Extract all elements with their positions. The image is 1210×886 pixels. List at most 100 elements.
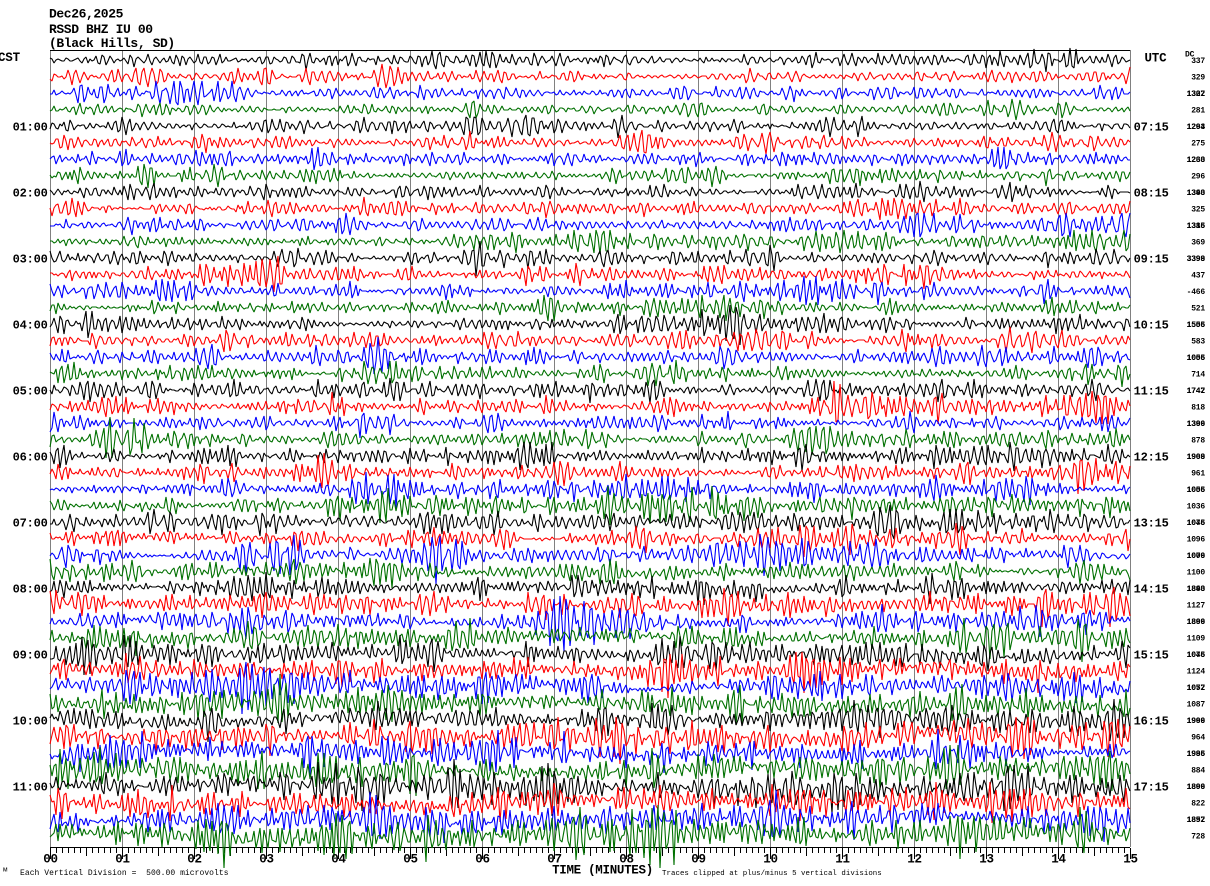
svg-text:DC: DC <box>1185 51 1195 60</box>
svg-text:1100: 1100 <box>1187 568 1206 577</box>
svg-text:13: 13 <box>979 853 993 867</box>
svg-text:3399: 3399 <box>1187 255 1206 264</box>
svg-text:07:15: 07:15 <box>1134 120 1169 134</box>
svg-text:12: 12 <box>907 853 921 867</box>
svg-text:10:00: 10:00 <box>13 714 48 728</box>
svg-text:10:15: 10:15 <box>1134 318 1169 332</box>
svg-text:1009: 1009 <box>1187 552 1206 561</box>
svg-text:1076: 1076 <box>1187 519 1206 528</box>
svg-text:1056: 1056 <box>1187 486 1206 495</box>
svg-text:1806: 1806 <box>1187 783 1206 792</box>
svg-text:15:15: 15:15 <box>1134 648 1169 662</box>
svg-text:1969: 1969 <box>1187 717 1206 726</box>
svg-text:1899: 1899 <box>1187 783 1206 792</box>
svg-text:369: 369 <box>1191 238 1205 247</box>
svg-text:04:00: 04:00 <box>13 318 48 332</box>
svg-text:09:15: 09:15 <box>1134 252 1169 266</box>
svg-text:1896: 1896 <box>1187 618 1206 627</box>
svg-text:00: 00 <box>43 853 57 867</box>
svg-text:07: 07 <box>547 853 561 867</box>
svg-text:437: 437 <box>1191 271 1205 280</box>
svg-text:Each Vertical Division = 500.: Each Vertical Division = 500.00 microvol… <box>20 869 229 878</box>
svg-text:1386: 1386 <box>1187 222 1206 231</box>
svg-text:1077: 1077 <box>1187 684 1206 693</box>
svg-text:1747: 1747 <box>1187 387 1206 396</box>
svg-text:RSSD BHZ IU 00: RSSD BHZ IU 00 <box>49 22 153 37</box>
svg-text:1857: 1857 <box>1187 816 1206 825</box>
svg-text:325: 325 <box>1191 205 1205 214</box>
svg-text:CST: CST <box>0 51 21 65</box>
svg-text:1076: 1076 <box>1187 651 1206 660</box>
svg-text:714: 714 <box>1191 370 1205 379</box>
svg-text:02:00: 02:00 <box>13 186 48 200</box>
svg-text:03:00: 03:00 <box>13 252 48 266</box>
svg-text:1087: 1087 <box>1187 700 1206 709</box>
svg-text:16:15: 16:15 <box>1134 714 1169 728</box>
svg-text:1045: 1045 <box>1187 651 1206 660</box>
svg-text:583: 583 <box>1191 337 1205 346</box>
svg-text:1340: 1340 <box>1187 189 1206 198</box>
svg-text:11:00: 11:00 <box>13 780 48 794</box>
svg-text:1056: 1056 <box>1187 354 1206 363</box>
svg-text:1869: 1869 <box>1187 618 1206 627</box>
svg-text:01: 01 <box>115 853 129 867</box>
svg-text:05: 05 <box>403 853 417 867</box>
svg-text:521: 521 <box>1191 304 1205 313</box>
svg-text:17:15: 17:15 <box>1134 780 1169 794</box>
svg-text:13:15: 13:15 <box>1134 516 1169 530</box>
svg-text:1005: 1005 <box>1187 486 1206 495</box>
svg-text:06: 06 <box>475 853 489 867</box>
svg-text:10: 10 <box>763 853 777 867</box>
svg-text:1327: 1327 <box>1187 90 1206 99</box>
svg-text:05:00: 05:00 <box>13 384 48 398</box>
svg-text:1996: 1996 <box>1187 750 1206 759</box>
svg-text:296: 296 <box>1191 172 1205 181</box>
svg-text:1302: 1302 <box>1187 90 1206 99</box>
svg-text:1556: 1556 <box>1187 321 1206 330</box>
svg-text:1005: 1005 <box>1187 354 1206 363</box>
svg-text:3398: 3398 <box>1187 255 1206 264</box>
svg-text:1969: 1969 <box>1187 453 1206 462</box>
svg-text:1996: 1996 <box>1187 717 1206 726</box>
svg-text:09: 09 <box>691 853 705 867</box>
svg-text:1505: 1505 <box>1187 321 1206 330</box>
svg-text:1908: 1908 <box>1187 453 1206 462</box>
svg-text:1052: 1052 <box>1187 684 1206 693</box>
svg-text:Traces clipped at plus/minus 5: Traces clipped at plus/minus 5 vertical … <box>662 870 882 878</box>
svg-text:1315: 1315 <box>1187 222 1206 231</box>
svg-text:329: 329 <box>1191 73 1205 82</box>
svg-text:09:00: 09:00 <box>13 648 48 662</box>
svg-text:08: 08 <box>619 853 633 867</box>
svg-text:02: 02 <box>187 853 201 867</box>
svg-text:08:00: 08:00 <box>13 582 48 596</box>
svg-text:UTC: UTC <box>1145 52 1168 66</box>
svg-text:728: 728 <box>1191 832 1205 841</box>
svg-text:1293: 1293 <box>1187 123 1206 132</box>
svg-text:08:15: 08:15 <box>1134 186 1169 200</box>
svg-text:1892: 1892 <box>1187 816 1206 825</box>
svg-text:1045: 1045 <box>1187 519 1206 528</box>
svg-text:1840: 1840 <box>1187 585 1206 594</box>
svg-text:11: 11 <box>835 853 849 867</box>
svg-text:1109: 1109 <box>1187 634 1206 643</box>
svg-text:1369: 1369 <box>1187 420 1206 429</box>
svg-text:1396: 1396 <box>1187 420 1206 429</box>
svg-text:14:15: 14:15 <box>1134 582 1169 596</box>
svg-text:1233: 1233 <box>1187 156 1206 165</box>
svg-text:961: 961 <box>1191 469 1205 478</box>
svg-text:1260: 1260 <box>1187 156 1206 165</box>
svg-text:14: 14 <box>1051 853 1066 867</box>
svg-text:1036: 1036 <box>1187 502 1206 511</box>
svg-text:1893: 1893 <box>1187 585 1206 594</box>
svg-text:1985: 1985 <box>1187 750 1206 759</box>
svg-text:1096: 1096 <box>1187 535 1206 544</box>
svg-text:337: 337 <box>1191 57 1205 66</box>
svg-text:818: 818 <box>1191 403 1205 412</box>
svg-text:822: 822 <box>1191 799 1205 808</box>
svg-text:1076: 1076 <box>1187 552 1206 561</box>
svg-text:м: м <box>3 867 8 875</box>
svg-text:884: 884 <box>1191 766 1205 775</box>
svg-text:275: 275 <box>1191 139 1205 148</box>
svg-text:11:15: 11:15 <box>1134 384 1169 398</box>
svg-text:1393: 1393 <box>1187 189 1206 198</box>
